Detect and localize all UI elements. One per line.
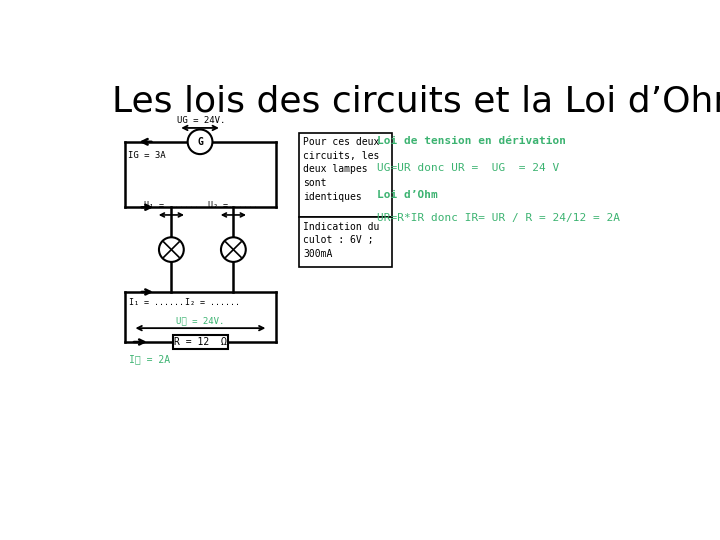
- Text: Loi de tension en dérivation: Loi de tension en dérivation: [377, 137, 566, 146]
- Text: Pour ces deux
circuits, les
deux lampes
sont
identiques: Pour ces deux circuits, les deux lampes …: [303, 137, 379, 201]
- Circle shape: [159, 237, 184, 262]
- Text: Loi d’Ohm: Loi d’Ohm: [377, 190, 438, 200]
- Text: UR=R*IR donc IR= UR / R = 24/12 = 2A: UR=R*IR donc IR= UR / R = 24/12 = 2A: [377, 213, 620, 222]
- Circle shape: [188, 130, 212, 154]
- Circle shape: [221, 237, 246, 262]
- FancyBboxPatch shape: [300, 132, 392, 217]
- Text: Les lois des circuits et la Loi d’Ohm: Les lois des circuits et la Loi d’Ohm: [112, 85, 720, 119]
- Text: R = 12  Ω: R = 12 Ω: [174, 337, 227, 347]
- Text: UG=UR donc UR =  UG  = 24 V: UG=UR donc UR = UG = 24 V: [377, 164, 559, 173]
- Text: Uᴛ = 24V.: Uᴛ = 24V.: [176, 316, 225, 325]
- Text: Indication du
culot : 6V ;
300mA: Indication du culot : 6V ; 300mA: [303, 222, 379, 259]
- Text: I₂ = ......: I₂ = ......: [185, 298, 240, 307]
- Text: U₂ =......: U₂ =......: [208, 201, 258, 211]
- Text: I₁ = ......: I₁ = ......: [129, 298, 184, 307]
- FancyBboxPatch shape: [300, 217, 392, 267]
- FancyBboxPatch shape: [173, 335, 228, 349]
- Text: IG = 3A: IG = 3A: [128, 151, 166, 160]
- Text: Iᴛ = 2A: Iᴛ = 2A: [129, 354, 170, 364]
- Text: UG = 24V.: UG = 24V.: [177, 116, 226, 125]
- Text: U₁ = ......: U₁ = ......: [144, 201, 199, 211]
- Text: G: G: [197, 137, 203, 147]
